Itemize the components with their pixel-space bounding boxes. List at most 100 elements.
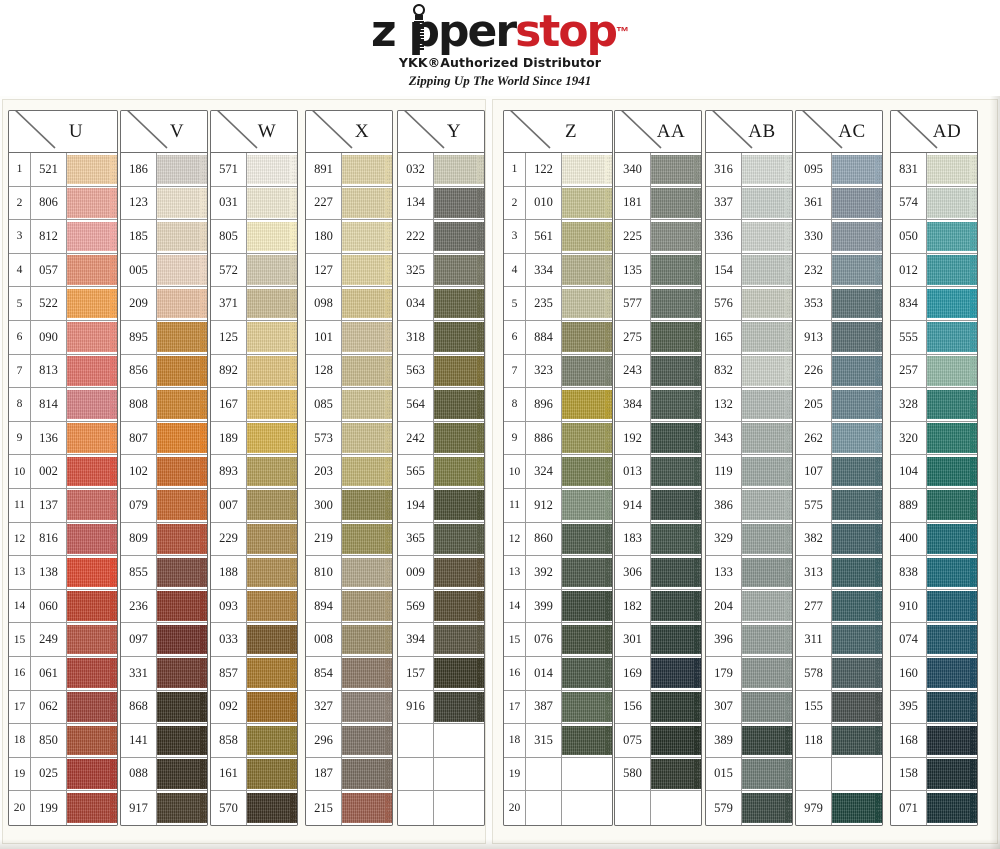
- table-row[interactable]: 169: [615, 656, 701, 691]
- table-row[interactable]: 189: [211, 421, 297, 456]
- table-row[interactable]: 565: [398, 455, 484, 489]
- color-column-v[interactable]: V 186 123 185 005 209 895 856 808 807 102 079 809 855…: [120, 110, 208, 826]
- color-swatch[interactable]: [342, 153, 392, 186]
- table-row[interactable]: 320: [891, 421, 977, 456]
- table-row[interactable]: 225: [615, 220, 701, 254]
- table-row[interactable]: 17 062: [9, 690, 117, 725]
- color-swatch[interactable]: [562, 556, 612, 589]
- color-swatch[interactable]: [562, 690, 612, 724]
- color-swatch[interactable]: [927, 690, 977, 724]
- color-swatch[interactable]: [562, 354, 612, 388]
- table-row[interactable]: 382: [796, 522, 882, 557]
- color-swatch[interactable]: [342, 287, 392, 320]
- table-row[interactable]: 180: [306, 220, 392, 254]
- table-row[interactable]: 179: [706, 656, 792, 691]
- color-column-ac[interactable]: AC 095 361 330 232 353 913 226 205 262 107 575 382 31…: [795, 110, 883, 826]
- color-swatch[interactable]: [927, 421, 977, 455]
- color-swatch[interactable]: [927, 757, 977, 791]
- table-row[interactable]: 11 137: [9, 488, 117, 523]
- table-row[interactable]: 050: [891, 220, 977, 254]
- table-row[interactable]: 10 324: [504, 455, 612, 489]
- table-row[interactable]: 075: [615, 724, 701, 758]
- color-swatch[interactable]: [67, 488, 117, 522]
- table-row[interactable]: 236: [121, 589, 207, 624]
- table-row[interactable]: 910: [891, 589, 977, 624]
- color-swatch[interactable]: [434, 556, 484, 589]
- table-row[interactable]: 013: [615, 455, 701, 489]
- table-row[interactable]: 361: [796, 186, 882, 221]
- table-row[interactable]: 343: [706, 421, 792, 456]
- table-row[interactable]: 203: [306, 455, 392, 489]
- table-row[interactable]: 227: [306, 186, 392, 221]
- table-row[interactable]: 572: [211, 253, 297, 288]
- color-swatch[interactable]: [651, 388, 701, 421]
- color-swatch[interactable]: [342, 556, 392, 589]
- table-row[interactable]: 914: [615, 488, 701, 523]
- table-row[interactable]: 328: [891, 388, 977, 422]
- color-column-y[interactable]: Y 032 134 222 325 034 318 563 564 242 565 194 365 009…: [397, 110, 485, 826]
- table-row[interactable]: 9 136: [9, 421, 117, 456]
- table-row[interactable]: 071: [891, 791, 977, 825]
- color-swatch[interactable]: [434, 656, 484, 690]
- table-row[interactable]: 127: [306, 253, 392, 288]
- color-swatch[interactable]: [742, 287, 792, 320]
- table-row[interactable]: 277: [796, 589, 882, 624]
- table-row[interactable]: 805: [211, 220, 297, 254]
- table-row[interactable]: 185: [121, 220, 207, 254]
- color-swatch[interactable]: [157, 522, 207, 556]
- table-row[interactable]: 856: [121, 354, 207, 389]
- color-swatch[interactable]: [434, 455, 484, 488]
- table-row[interactable]: 135: [615, 253, 701, 288]
- color-swatch[interactable]: [742, 455, 792, 488]
- color-swatch[interactable]: [157, 354, 207, 388]
- color-swatch[interactable]: [157, 589, 207, 623]
- color-swatch[interactable]: [247, 488, 297, 522]
- color-swatch[interactable]: [67, 320, 117, 354]
- color-swatch[interactable]: [832, 623, 882, 656]
- color-swatch[interactable]: [434, 421, 484, 455]
- table-row[interactable]: 2 806: [9, 186, 117, 221]
- table-row[interactable]: 165: [706, 320, 792, 355]
- color-swatch[interactable]: [342, 253, 392, 287]
- color-swatch[interactable]: [157, 186, 207, 220]
- table-row[interactable]: 569: [398, 589, 484, 624]
- table-row[interactable]: 188: [211, 556, 297, 590]
- table-row[interactable]: 300: [306, 488, 392, 523]
- table-row[interactable]: 157: [398, 656, 484, 691]
- color-swatch[interactable]: [832, 690, 882, 724]
- color-swatch[interactable]: [562, 656, 612, 690]
- table-row[interactable]: 576: [706, 287, 792, 321]
- table-row[interactable]: 128: [306, 354, 392, 389]
- color-swatch[interactable]: [742, 556, 792, 589]
- color-swatch[interactable]: [742, 421, 792, 455]
- table-row[interactable]: [398, 791, 484, 825]
- color-column-ad[interactable]: AD 831 574 050 012 834 555 257 328 320 104 889 400 83…: [890, 110, 978, 826]
- table-row[interactable]: 838: [891, 556, 977, 590]
- table-row[interactable]: 854: [306, 656, 392, 691]
- table-row[interactable]: 353: [796, 287, 882, 321]
- color-swatch[interactable]: [562, 186, 612, 220]
- color-swatch[interactable]: [562, 388, 612, 421]
- color-swatch[interactable]: [651, 320, 701, 354]
- color-swatch[interactable]: [67, 287, 117, 320]
- color-swatch[interactable]: [157, 253, 207, 287]
- table-row[interactable]: 1 122: [504, 153, 612, 187]
- table-row[interactable]: 155: [796, 690, 882, 725]
- table-row[interactable]: [398, 757, 484, 792]
- table-row[interactable]: 394: [398, 623, 484, 657]
- color-swatch[interactable]: [247, 690, 297, 724]
- color-column-w[interactable]: W 571 031 805 572 371 125 892 167 189 893 007 229 188…: [210, 110, 298, 826]
- color-swatch[interactable]: [247, 220, 297, 253]
- color-swatch[interactable]: [927, 320, 977, 354]
- color-swatch[interactable]: [651, 724, 701, 757]
- color-swatch[interactable]: [247, 253, 297, 287]
- table-row[interactable]: 17 387: [504, 690, 612, 725]
- color-swatch[interactable]: [67, 656, 117, 690]
- table-row[interactable]: 034: [398, 287, 484, 321]
- table-row[interactable]: 892: [211, 354, 297, 389]
- color-swatch[interactable]: [247, 388, 297, 421]
- table-row[interactable]: 14 399: [504, 589, 612, 624]
- color-swatch[interactable]: [247, 656, 297, 690]
- color-swatch[interactable]: [434, 354, 484, 388]
- table-row[interactable]: 386: [706, 488, 792, 523]
